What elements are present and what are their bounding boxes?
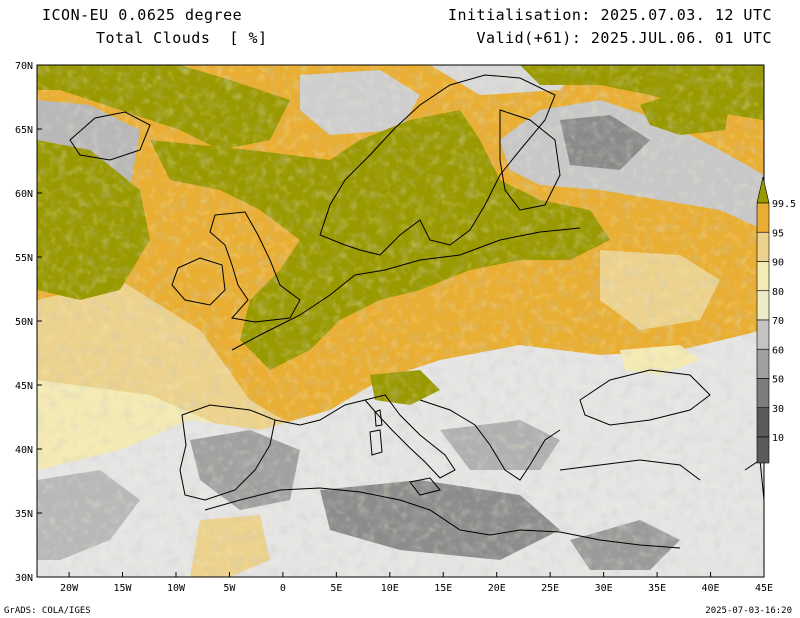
lat-tick-label: 60N [15,189,33,200]
lon-tick-label: 15E [434,583,452,594]
coastlines [69,74,764,549]
lon-tick-label: 20E [488,583,506,594]
lon-tick-label: 20W [60,583,79,594]
lon-tick-label: 35E [648,583,666,594]
colorbar-label: 90 [772,258,784,269]
lon-tick-label: 5W [223,583,236,594]
cloud-field [37,65,764,577]
colorbar-segment [756,231,770,262]
lon-tick-label: 15W [113,583,132,594]
colorbar-label: 30 [772,404,784,415]
lon-tick-label: 5E [330,583,342,594]
variable-label: Total Clouds [ %] [96,29,268,47]
map-title: ICON-EU 0.0625 degree [42,6,243,24]
lon-tick-label: 10W [167,583,186,594]
colorbar-segment [756,348,770,379]
colorbar-segment [756,407,770,438]
lat-tick-label: 40N [15,445,33,456]
lon-tick-label: 10E [381,583,399,594]
colorbar-segment [756,378,770,409]
valid-time: Valid(+61): 2025.JUL.06. 01 UTC [476,29,772,47]
colorbar-segment [756,290,770,321]
colorbar: 10 30 50 60 70 80 90 95 99.5 [756,176,796,464]
lon-tick-label: 25E [541,583,559,594]
colorbar-label: 50 [772,375,784,386]
render-timestamp: 2025-07-03-16:20 [705,606,792,616]
lon-tick-label: 45E [755,583,773,594]
lat-tick-label: 70N [15,61,33,72]
lat-tick-label: 35N [15,509,33,520]
colorbar-label: 10 [772,433,784,444]
initialisation-time: Initialisation: 2025.07.03. 12 UTC [447,6,772,24]
lat-tick-label: 30N [15,573,33,584]
colorbar-segment [756,261,770,292]
lon-tick-label: 40E [702,583,720,594]
cloud-texture [37,65,764,577]
colorbar-segment [756,202,770,233]
colorbar-label: 80 [772,287,784,298]
lat-tick-label: 50N [15,317,33,328]
colorbar-label: 70 [772,316,784,327]
colorbar-segment [756,319,770,350]
lat-tick-label: 45N [15,381,33,392]
lat-tick-label: 65N [15,125,33,136]
colorbar-label: 99.5 [772,199,796,210]
longitude-axis: 20W 15W 10W 5W 0 5E 10E 15E 20E 25E 30E 35E 40E 45E [60,572,773,594]
latitude-axis: 30N 35N 40N 45N 50N 55N 60N 65N 70N [15,61,42,584]
colorbar-label: 60 [772,345,784,356]
colorbar-segment [756,436,770,464]
lon-tick-label: 30E [595,583,613,594]
lat-tick-label: 55N [15,253,33,264]
software-credit: GrADS: COLA/IGES [4,606,91,616]
lon-tick-label: 0 [280,583,286,594]
colorbar-label: 95 [772,228,784,239]
